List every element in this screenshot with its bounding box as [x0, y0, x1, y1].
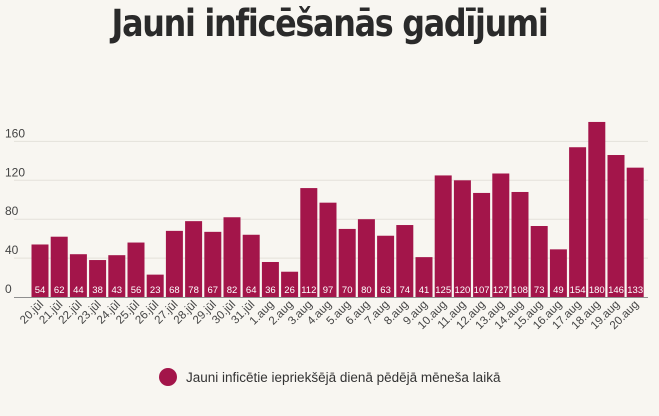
bar	[165, 230, 183, 297]
bar	[50, 236, 68, 297]
y-tick-label: 120	[5, 165, 25, 179]
bar-value-label: 120	[454, 285, 470, 296]
legend-color-dot	[159, 368, 177, 386]
bar-value-label: 70	[342, 285, 353, 296]
bar-value-label: 67	[208, 285, 219, 296]
bar-value-label: 41	[419, 285, 430, 296]
bar	[127, 242, 145, 297]
bar-value-label: 108	[512, 285, 528, 296]
bar-value-label: 97	[323, 285, 334, 296]
bar	[185, 221, 203, 297]
legend: Jauni inficētie iepriekšējā dienā pēdējā…	[159, 368, 500, 386]
bar	[434, 175, 452, 297]
bar	[626, 167, 644, 297]
y-tick-label: 40	[5, 243, 19, 257]
bar-value-label: 125	[435, 285, 451, 296]
bar-value-label: 62	[54, 285, 65, 296]
bar-value-label: 44	[73, 285, 84, 296]
bar	[146, 274, 164, 297]
bar-value-label: 74	[400, 285, 411, 296]
bar	[473, 192, 491, 297]
bar-value-label: 43	[112, 285, 123, 296]
bar	[281, 271, 299, 297]
bar	[415, 257, 433, 297]
bar-value-label: 73	[534, 285, 545, 296]
bar-value-label: 133	[627, 285, 643, 296]
bar-value-label: 56	[131, 285, 142, 296]
bar	[31, 244, 49, 297]
bar-value-label: 63	[380, 285, 391, 296]
bar-value-label: 107	[474, 285, 490, 296]
bar	[607, 155, 625, 297]
bar-value-label: 54	[35, 285, 46, 296]
bar-value-label: 80	[361, 285, 372, 296]
bar	[569, 147, 587, 297]
bar-value-label: 154	[570, 285, 586, 296]
bar-value-label: 146	[608, 285, 624, 296]
bar	[357, 219, 375, 297]
bar	[377, 235, 395, 297]
bar	[261, 261, 279, 297]
bar-value-label: 112	[301, 285, 316, 296]
bar-value-label: 64	[246, 285, 257, 296]
bar-value-label: 23	[150, 285, 161, 296]
bar	[300, 188, 318, 297]
bar-value-label: 68	[169, 285, 180, 296]
bar	[204, 231, 222, 297]
bar-value-label: 127	[493, 285, 509, 296]
bar	[69, 254, 87, 297]
chart-title: Jauni inficēšanās gadījumi	[111, 2, 549, 45]
bar	[89, 260, 107, 297]
bar	[549, 249, 567, 297]
bar	[242, 234, 260, 297]
bar	[453, 180, 471, 297]
bar	[319, 202, 337, 297]
legend-label: Jauni inficētie iepriekšējā dienā pēdējā…	[186, 369, 501, 385]
bar-value-label: 49	[553, 285, 564, 296]
bar	[223, 217, 241, 297]
bar-value-label: 26	[284, 285, 295, 296]
bar	[588, 121, 606, 297]
bar	[108, 255, 126, 297]
bar-value-label: 78	[188, 285, 199, 296]
bar	[511, 191, 529, 297]
bar	[338, 228, 356, 297]
y-tick-label: 0	[5, 282, 12, 296]
bar-value-label: 180	[589, 285, 605, 296]
bar	[396, 225, 414, 297]
bar	[530, 226, 548, 297]
y-tick-label: 160	[5, 126, 25, 140]
y-tick-label: 80	[5, 204, 19, 218]
bar	[492, 173, 510, 297]
bar-value-label: 82	[227, 285, 238, 296]
bar-value-label: 38	[92, 285, 103, 296]
bar-value-label: 36	[265, 285, 276, 296]
